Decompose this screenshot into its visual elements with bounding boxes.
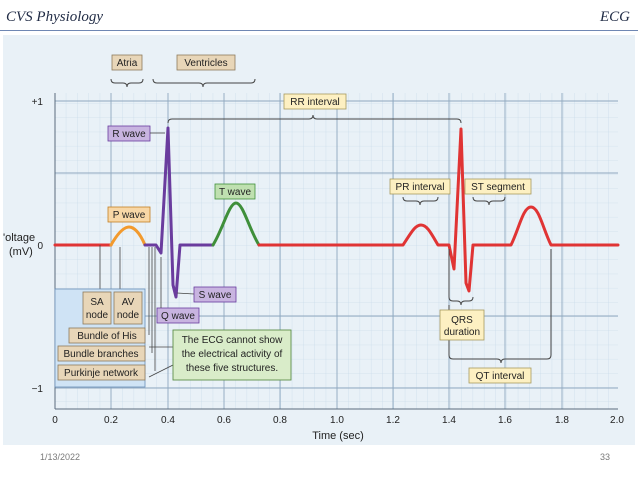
qrs-duration-box [439, 309, 485, 341]
sa-label-line1: SA [90, 297, 104, 308]
x-tick-labels: 0 0.2 0.4 0.6 0.8 1.0 1.2 1.4 1.6 1.8 2.… [52, 415, 624, 426]
note-line2: the electrical activity of [182, 349, 283, 360]
x-tick: 1.0 [330, 415, 344, 426]
q-wave-box [156, 307, 200, 324]
qrs-label-line2: duration [444, 327, 480, 338]
rr-interval-label: RR interval [290, 97, 339, 108]
ecg-diagram: +1 0 −1 'oltage (mV) 0 0.2 0.4 0.6 0.8 1… [3, 54, 624, 442]
r-wave-box [107, 125, 151, 142]
atria-label: Atria [117, 58, 138, 69]
r-wave-label: R wave [112, 129, 146, 140]
ventricles-label-box [176, 54, 236, 71]
header-divider [0, 30, 638, 31]
p-wave-trace [109, 225, 147, 247]
x-tick: 0.8 [273, 415, 287, 426]
bundle-branches-box [57, 345, 146, 362]
note-line3: these five structures. [186, 363, 278, 374]
ecg-trace [53, 126, 620, 299]
s-wave-pointer [176, 292, 195, 295]
p-wave-label: P wave [113, 210, 146, 221]
note-line1: The ECG cannot show [182, 335, 283, 346]
st-segment-box [464, 178, 532, 195]
note-box [172, 329, 292, 381]
t-wave-trace [211, 201, 261, 247]
y-axis-label: 'oltage [3, 232, 35, 244]
qrs-complex-trace [143, 126, 215, 299]
x-tick: 0.4 [161, 415, 175, 426]
x-tick: 2.0 [610, 415, 624, 426]
qt-interval-box [468, 367, 532, 384]
av-node-box [113, 291, 143, 325]
x-tick: 0.2 [104, 415, 118, 426]
atria-label-box [111, 54, 143, 71]
purkinje-label: Purkinje network [64, 368, 139, 379]
bundle-his-label: Bundle of His [77, 331, 136, 342]
conduction-pointers [99, 245, 156, 371]
ventricles-label: Ventricles [184, 58, 227, 69]
s-wave-box [193, 286, 237, 303]
qt-interval-label: QT interval [476, 371, 525, 382]
x-tick: 1.8 [555, 415, 569, 426]
qrs-label-line1: QRS [451, 315, 473, 326]
av-label-line2: node [117, 310, 140, 321]
x-tick: 1.6 [498, 415, 512, 426]
lower-brackets [448, 249, 552, 364]
second-beat-trace [257, 127, 620, 293]
rr-interval-box [283, 93, 347, 110]
x-tick: 0.6 [217, 415, 231, 426]
p-wave-box [107, 206, 151, 223]
y-tick-plus1: +1 [32, 97, 44, 108]
sa-label-line2: node [86, 310, 109, 321]
purkinje-box [57, 364, 146, 381]
t-wave-label: T wave [219, 187, 251, 198]
sa-node-box [82, 291, 112, 325]
pr-interval-box [389, 178, 451, 195]
t-wave-box [214, 183, 256, 200]
s-wave-label: S wave [199, 290, 232, 301]
y-tick-zero: 0 [37, 241, 43, 252]
st-segment-label: ST segment [471, 182, 525, 193]
av-label-line1: AV [122, 297, 135, 308]
y-axis-unit: (mV) [9, 246, 33, 258]
bundle-his-box [68, 327, 146, 344]
slide-header-title: CVS Physiology [6, 9, 104, 25]
note-pointer-2 [148, 364, 174, 378]
slide-header-topic: ECG [600, 9, 630, 25]
bundle-branches-label: Bundle branches [63, 349, 138, 360]
q-wave-label: Q wave [161, 311, 195, 322]
top-brackets [110, 78, 506, 206]
footer-page-number: 33 [599, 452, 610, 462]
ecg-figure: +1 0 −1 'oltage (mV) 0 0.2 0.4 0.6 0.8 1… [3, 35, 635, 445]
x-tick: 0 [52, 415, 58, 426]
footer-date: 1/13/2022 [40, 452, 81, 462]
x-tick: 1.4 [442, 415, 456, 426]
x-axis-label: Time (sec) [312, 430, 364, 442]
pr-interval-label: PR interval [396, 182, 445, 193]
y-tick-minus1: −1 [32, 384, 44, 395]
x-tick: 1.2 [386, 415, 400, 426]
